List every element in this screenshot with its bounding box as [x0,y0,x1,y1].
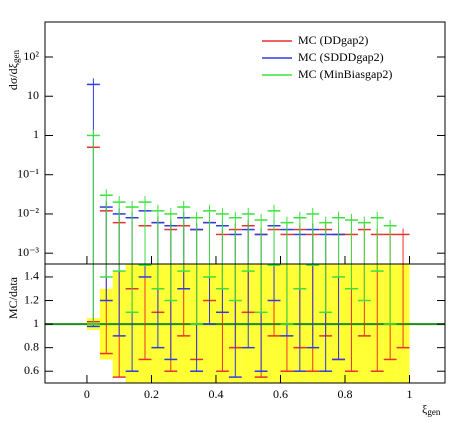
y-tick-label: 10⁻¹ [17,166,39,180]
legend-label: MC (DDgap2) [298,33,368,47]
ratio-plot [45,264,445,383]
main-frame [44,21,446,265]
legend-label: MC (MinBiasgap2) [298,67,392,81]
y-tick-label: 10⁻³ [17,245,39,259]
legend-label: MC (SDDDgap2) [298,50,384,64]
x-tick-label: 0.6 [273,387,288,401]
x-tick-label: 0 [84,387,90,401]
ratio-frame [44,263,446,384]
x-axis-label: ξgen [422,402,441,417]
y-tick-label: 10 [27,88,39,102]
y-tick-label: 10⁻² [17,206,39,220]
y-axis-label: dσ/dξgen [6,50,21,91]
x-tick-label: 1 [407,387,413,401]
ratio-y-tick-label: 1.4 [24,269,39,283]
axes: 0 0.2 0.4 0.6 0.8 1 10⁻³ 10⁻² 10⁻¹ 1 10 10² 0.6 0.8 1 1… [17,33,445,401]
ratio-y-tick-label: 1.2 [24,292,39,306]
ratio-y-tick-label: 0.6 [24,363,39,377]
x-tick-label: 0.2 [144,387,159,401]
y-tick-label: 1 [33,127,39,141]
main-plot [86,78,410,264]
ratio-y-tick-label: 0.8 [24,339,39,353]
x-tick-label: 0.4 [208,387,223,401]
y-tick-label: 10² [23,49,39,63]
x-tick-label: 0.8 [338,387,353,401]
ratio-y-tick-label: 1 [33,316,39,330]
ratio-axis-label: MC/data [6,276,20,319]
